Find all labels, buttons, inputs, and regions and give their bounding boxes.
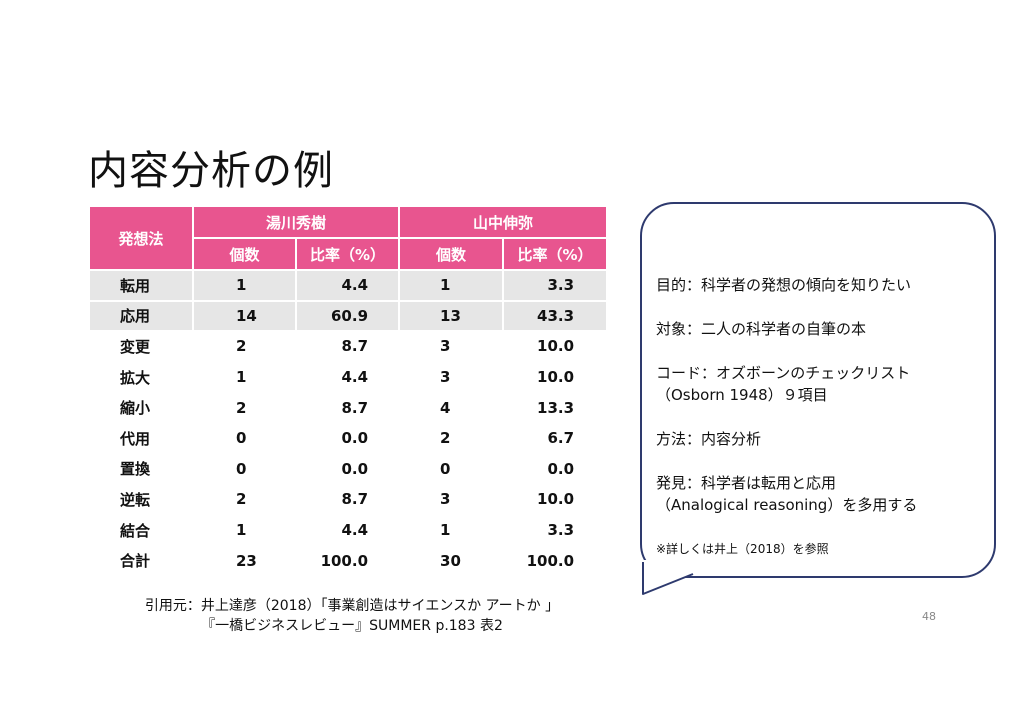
note-target: 対象：二人の科学者の自筆の本 <box>656 320 867 338</box>
row-label: 代用 <box>88 421 194 455</box>
cell-ratio: 10.0 <box>502 330 609 363</box>
row-label: 変更 <box>88 330 194 363</box>
cell-ratio: 0.0 <box>294 452 401 486</box>
cell-ratio: 6.7 <box>502 421 609 455</box>
table-row: 拡大 1 4.4 3 10.0 <box>88 360 609 394</box>
cell-count: 1 <box>398 513 505 547</box>
row-label: 逆転 <box>88 483 194 516</box>
row-label: 合計 <box>88 544 194 577</box>
cell-count: 2 <box>398 421 505 455</box>
speech-bubble <box>640 202 996 578</box>
header-count: 個数 <box>398 237 505 271</box>
cell-ratio: 0.0 <box>502 452 609 486</box>
cell-count: 1 <box>192 269 297 302</box>
cell-count: 13 <box>398 299 505 333</box>
cell-ratio: 10.0 <box>502 483 609 516</box>
cell-ratio: 4.4 <box>294 269 401 302</box>
row-label: 結合 <box>88 513 194 547</box>
table-row: 置換 0 0.0 0 0.0 <box>88 452 609 486</box>
cell-ratio: 3.3 <box>502 269 609 302</box>
cell-ratio: 43.3 <box>502 299 609 333</box>
citation-line: 引用元：井上達彦（2018）「事業創造はサイエンスか アートか 」 <box>144 598 560 614</box>
row-label: 転用 <box>88 269 194 302</box>
cell-count: 4 <box>398 391 505 424</box>
header-ratio: 比率（%） <box>294 237 401 271</box>
cell-ratio: 3.3 <box>502 513 609 547</box>
cell-ratio: 100.0 <box>294 544 401 577</box>
cell-ratio: 8.7 <box>294 330 401 363</box>
table-row: 代用 0 0.0 2 6.7 <box>88 421 609 455</box>
citation: 引用元：井上達彦（2018）「事業創造はサイエンスか アートか 」 『一橋ビジネ… <box>92 596 612 636</box>
cell-count: 0 <box>192 452 297 486</box>
note-purpose: 目的：科学者の発想の傾向を知りたい <box>656 276 912 294</box>
cell-count: 1 <box>192 513 297 547</box>
cell-count: 2 <box>192 330 297 363</box>
table-row-total: 合計 23 100.0 30 100.0 <box>88 544 609 577</box>
cell-ratio: 8.7 <box>294 391 401 424</box>
speech-bubble-tail <box>642 560 694 595</box>
citation-line: 『一橋ビジネスレビュー』SUMMER p.183 表2 <box>201 618 503 634</box>
table-row: 応用 14 60.9 13 43.3 <box>88 299 609 333</box>
cell-count: 3 <box>398 360 505 394</box>
cell-ratio: 4.4 <box>294 360 401 394</box>
page-number: 48 <box>922 610 936 623</box>
cell-count: 3 <box>398 330 505 363</box>
cell-count: 1 <box>192 360 297 394</box>
header-group-yukawa: 湯川秀樹 <box>191 205 401 239</box>
cell-ratio: 0.0 <box>294 421 401 455</box>
note-finding-detail: （Analogical reasoning）を多用する <box>656 496 918 514</box>
cell-ratio: 13.3 <box>502 391 609 424</box>
cell-ratio: 10.0 <box>502 360 609 394</box>
table-row: 逆転 2 8.7 3 10.0 <box>88 483 609 516</box>
table-row: 縮小 2 8.7 4 13.3 <box>88 391 609 424</box>
header-ratio: 比率（%） <box>502 237 609 271</box>
cell-count: 2 <box>192 483 297 516</box>
note-code: コード：オズボーンのチェックリスト <box>656 364 911 382</box>
table-row: 変更 2 8.7 3 10.0 <box>88 330 609 363</box>
cell-ratio: 60.9 <box>294 299 401 333</box>
cell-ratio: 8.7 <box>294 483 401 516</box>
note-reference: ※詳しくは井上（2018）を参照 <box>656 542 829 556</box>
header-group-yamanaka: 山中伸弥 <box>398 205 609 239</box>
header-method: 発想法 <box>88 205 194 271</box>
cell-count: 23 <box>192 544 297 577</box>
cell-count: 14 <box>192 299 297 333</box>
cell-count: 2 <box>192 391 297 424</box>
note-finding: 発見：科学者は転用と応用 <box>656 474 837 492</box>
row-label: 拡大 <box>88 360 194 394</box>
row-label: 応用 <box>88 299 194 333</box>
cell-count: 30 <box>398 544 505 577</box>
header-count: 個数 <box>192 237 297 271</box>
row-label: 縮小 <box>88 391 194 424</box>
cell-count: 0 <box>192 421 297 455</box>
notes-text: 目的：科学者の発想の傾向を知りたい 対象：二人の科学者の自筆の本 コード：オズボ… <box>656 274 986 560</box>
note-code-detail: （Osborn 1948）９項目 <box>656 386 828 404</box>
cell-ratio: 100.0 <box>502 544 609 577</box>
table-row: 結合 1 4.4 1 3.3 <box>88 513 609 547</box>
analysis-table: 発想法 湯川秀樹 山中伸弥 個数 比率（%） 個数 比率（%） 転用 1 4.4… <box>88 205 609 577</box>
note-method: 方法：内容分析 <box>656 430 762 448</box>
cell-count: 3 <box>398 483 505 516</box>
cell-count: 0 <box>398 452 505 486</box>
cell-ratio: 4.4 <box>294 513 401 547</box>
row-label: 置換 <box>88 452 194 486</box>
table-row: 転用 1 4.4 1 3.3 <box>88 269 609 302</box>
slide-title: 内容分析の例 <box>88 148 334 194</box>
cell-count: 1 <box>398 269 505 302</box>
